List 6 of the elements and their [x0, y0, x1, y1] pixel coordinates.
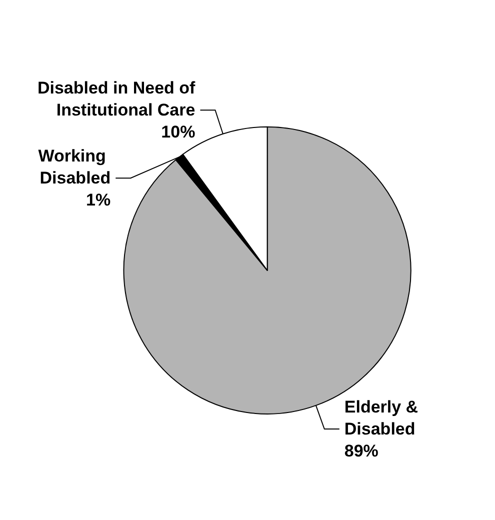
slice-label: Disabled in Need of Institutional Care [37, 78, 196, 120]
slice-label: Elderly & Disabled [344, 397, 423, 438]
slice-label: Working Disabled [38, 146, 111, 188]
data-label: 1% [86, 190, 111, 210]
data-label: 10% [161, 122, 196, 142]
data-label: 89% [344, 441, 378, 460]
